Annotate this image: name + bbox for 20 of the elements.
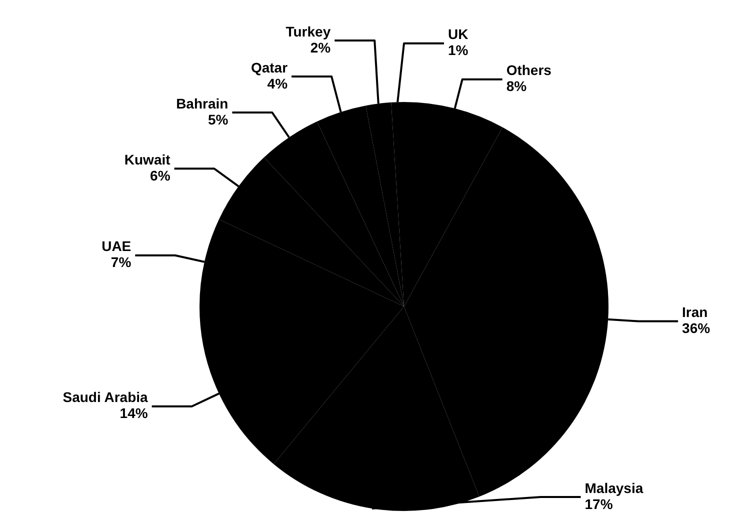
slice-label: Others: [506, 62, 552, 78]
slice-label: Saudi Arabia: [62, 389, 148, 406]
data-label: 17%: [584, 496, 614, 512]
data-label: 8%: [506, 78, 528, 94]
slice-label: Malaysia: [584, 480, 644, 496]
data-label: 2%: [310, 39, 332, 56]
data-label: 6%: [150, 168, 171, 184]
slice-label: UAE: [102, 238, 132, 254]
slice-label: UK: [448, 26, 468, 42]
data-label: 7%: [110, 254, 132, 270]
slice-label: Turkey: [286, 23, 331, 40]
data-label: 5%: [208, 111, 229, 128]
slice-label: Qatar: [250, 59, 288, 76]
data-label: 14%: [120, 405, 148, 422]
data-label: 4%: [267, 75, 288, 92]
slice-label: Iran: [682, 304, 708, 320]
slice-label: Bahrain: [176, 95, 228, 112]
slice-label: Kuwait: [124, 152, 171, 168]
data-label: 36%: [682, 320, 711, 336]
data-label: 1%: [448, 42, 469, 58]
